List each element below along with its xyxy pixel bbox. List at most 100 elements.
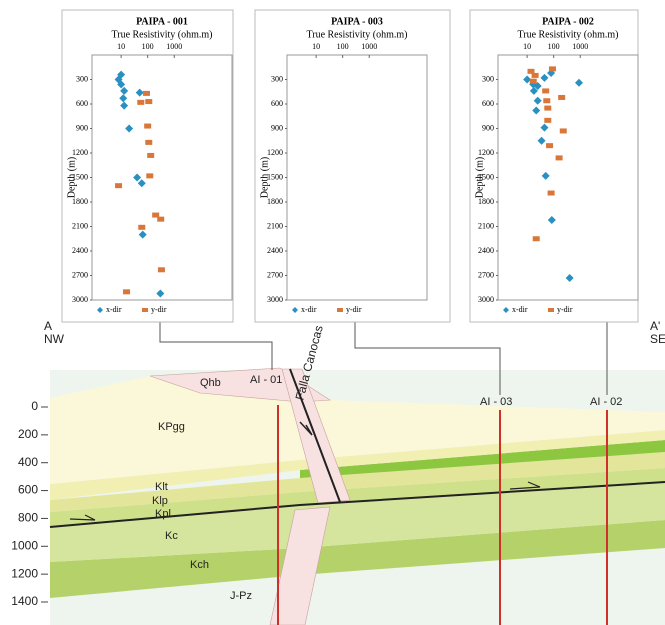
legend-label: x-dir [301,305,317,314]
y-tick-label: 2700 [72,270,88,279]
y-tick-label: 600 [76,99,88,108]
y-tick-label: 600 [271,99,283,108]
point [115,183,122,188]
point [558,95,565,100]
legend-label: x-dir [106,305,122,314]
y-tick-label: 900 [76,123,88,132]
y-tick-label: 2400 [72,246,88,255]
panel-title: PAIPA - 002 [542,16,594,27]
depth-label: 1000 [11,538,38,552]
point [146,173,153,178]
y-tick-label: 2100 [267,221,283,230]
point [137,100,144,105]
section-end: A' [650,319,660,333]
panel: PAIPA - 001True Resistivity (ohm.m)Depth… [62,10,233,322]
y-tick-label: 2700 [267,270,283,279]
unit-label: Klp [152,495,168,507]
point [158,267,165,272]
unit-label: Qhb [200,377,221,389]
x-tick-label: 1000 [166,42,182,51]
x-tick-label: 100 [142,42,154,51]
unit-label: J-Pz [230,590,252,602]
y-tick-label: 300 [76,74,88,83]
y-tick-label: 2400 [478,246,494,255]
point [556,155,563,160]
y-tick-label: 900 [271,123,283,132]
unit-label: Klt [155,481,168,493]
y-tick-label: 300 [482,74,494,83]
point [530,79,537,84]
unit-label: Kpl [155,508,171,520]
y-tick-label: 1200 [478,148,494,157]
y-tick-label: 2400 [267,246,283,255]
plot-area [92,55,232,300]
y-tick-label: 900 [482,123,494,132]
cross-section [50,322,665,625]
point [546,143,553,148]
point [532,73,539,78]
legend-swatch [142,308,148,312]
point [544,118,551,123]
point [542,88,549,93]
unit-label: Kch [190,559,209,571]
y-tick-label: 1200 [72,148,88,157]
x-tick-label: 10 [117,42,125,51]
section-direction: SE [650,332,665,346]
y-tick-label: 2700 [478,270,494,279]
y-tick-label: 1500 [267,172,283,181]
y-tick-label: 1500 [72,172,88,181]
well-label: AI - 03 [480,396,512,408]
point [147,153,154,158]
legend-label: y-dir [151,305,167,314]
depth-label: 1400 [11,594,38,608]
panel: PAIPA - 003True Resistivity (ohm.m)Depth… [255,10,450,322]
x-tick-label: 100 [548,42,560,51]
y-tick-label: 600 [482,99,494,108]
panel-title: PAIPA - 001 [136,16,188,27]
y-tick-label: 1800 [72,197,88,206]
section-direction: NW [44,332,65,346]
x-tick-label: 10 [523,42,531,51]
depth-label: 0 [31,399,38,413]
connector [160,322,272,370]
legend-label: x-dir [512,305,528,314]
depth-label: 1200 [11,566,38,580]
legend-swatch [337,308,343,312]
unit-label: Kc [165,530,178,542]
page: {"chart_data": [ {"type": "scatter", "ti… [0,0,665,625]
y-tick-label: 3000 [478,295,494,304]
depth-label: 800 [18,511,38,525]
x-axis-label: True Resistivity (ohm.m) [306,29,407,40]
y-tick-label: 2100 [72,221,88,230]
point [560,128,567,133]
point [533,236,540,241]
point [544,106,551,111]
point [145,140,152,145]
point [143,91,150,96]
point [549,66,556,71]
depth-label: 200 [18,427,38,441]
legend-swatch [548,308,554,312]
legend-label: y-dir [557,305,573,314]
point [157,217,164,222]
y-tick-label: 3000 [267,295,283,304]
point [123,289,130,294]
unit-label: KPgg [158,421,185,433]
panel-title: PAIPA - 003 [331,16,383,27]
x-axis-label: True Resistivity (ohm.m) [517,29,618,40]
y-tick-label: 1800 [478,197,494,206]
depth-label: 400 [18,455,38,469]
x-tick-label: 1000 [572,42,588,51]
x-tick-label: 100 [337,42,349,51]
point [138,225,145,230]
point [144,124,151,129]
y-tick-label: 1800 [267,197,283,206]
y-tick-label: 2100 [478,221,494,230]
panel: PAIPA - 002True Resistivity (ohm.m)Depth… [470,10,638,322]
depth-label: 600 [18,483,38,497]
y-tick-label: 1200 [267,148,283,157]
x-tick-label: 10 [312,42,320,51]
legend-label: y-dir [346,305,362,314]
point [145,99,152,104]
plot-area [287,55,427,300]
